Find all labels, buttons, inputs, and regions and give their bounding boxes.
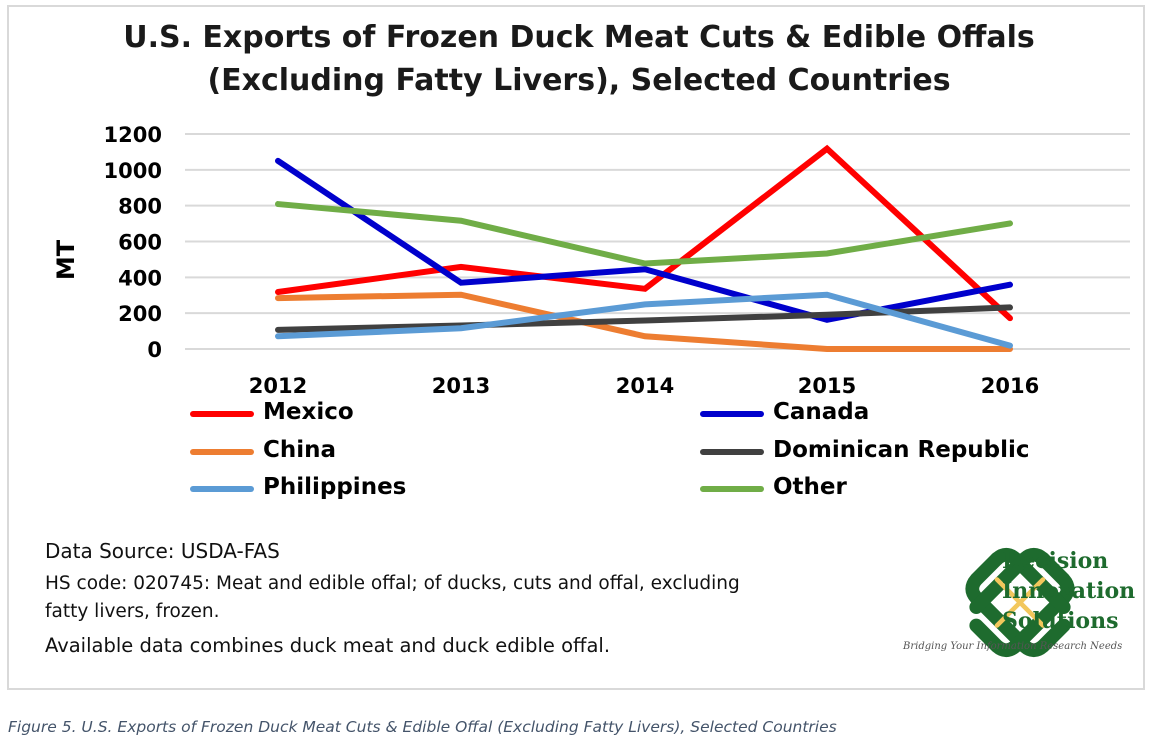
hs-code-line-1: HS code: 020745: Meat and edible offal; … xyxy=(45,573,740,594)
x-tick-label: 2015 xyxy=(798,374,856,398)
series-line-mexico xyxy=(275,144,1013,322)
x-tick-label: 2014 xyxy=(616,374,674,398)
legend-label: Mexico xyxy=(263,399,354,425)
data-source: Data Source: USDA-FAS xyxy=(45,539,280,563)
legend-label: China xyxy=(263,437,337,463)
legend-swatch xyxy=(700,411,764,417)
y-axis-label: MT xyxy=(52,239,80,280)
chart-title-line-2: (Excluding Fatty Livers), Selected Count… xyxy=(207,63,951,98)
legend-swatch xyxy=(700,486,764,492)
legend-swatch xyxy=(190,486,254,492)
legend-label: Other xyxy=(773,474,847,500)
y-tick-label: 1000 xyxy=(104,159,162,183)
logo-text-innovation: Innovation xyxy=(1002,578,1136,604)
decision-innovation-solutions-logo-icon xyxy=(965,547,1075,658)
series-line-china xyxy=(275,291,1013,352)
line-chart: 0 200 400 600 800 1000 1200 2012 2013 2014 2015 20… xyxy=(52,123,1130,398)
legend-swatch xyxy=(190,411,254,417)
y-tick-label: 400 xyxy=(118,266,162,290)
y-tick-label: 1200 xyxy=(104,123,162,147)
x-tick-label: 2012 xyxy=(249,374,307,398)
y-tick-label: 600 xyxy=(118,231,162,255)
series-line-canada xyxy=(275,157,1013,323)
chart-frame xyxy=(7,5,1145,690)
legend-label: Canada xyxy=(773,399,870,425)
figure-caption: Figure 5. U.S. Exports of Frozen Duck Me… xyxy=(8,718,837,736)
hs-code-line-2: fatty livers, frozen. xyxy=(45,601,220,622)
y-tick-label: 0 xyxy=(147,338,162,362)
series-line-other xyxy=(275,201,1013,267)
y-tick-label: 200 xyxy=(118,302,162,326)
logo-tagline: Bridging Your Information Research Needs xyxy=(903,641,1123,652)
legend-swatch xyxy=(190,449,254,455)
series-line-dominican-republic xyxy=(275,304,1013,333)
x-tick-label: 2016 xyxy=(981,374,1039,398)
legend-label: Philippines xyxy=(263,474,407,500)
x-tick-label: 2013 xyxy=(432,374,490,398)
logo-text-decision: Decision xyxy=(1002,548,1109,574)
y-tick-label: 800 xyxy=(118,195,162,219)
logo-text-solutions: Solutions xyxy=(1002,608,1119,634)
chart-title-line-1: U.S. Exports of Frozen Duck Meat Cuts & … xyxy=(123,20,1035,55)
combined-note: Available data combines duck meat and du… xyxy=(45,634,611,657)
series-line-philippines xyxy=(275,291,1013,349)
legend-label: Dominican Republic xyxy=(773,437,1030,463)
legend-swatch xyxy=(700,449,764,455)
